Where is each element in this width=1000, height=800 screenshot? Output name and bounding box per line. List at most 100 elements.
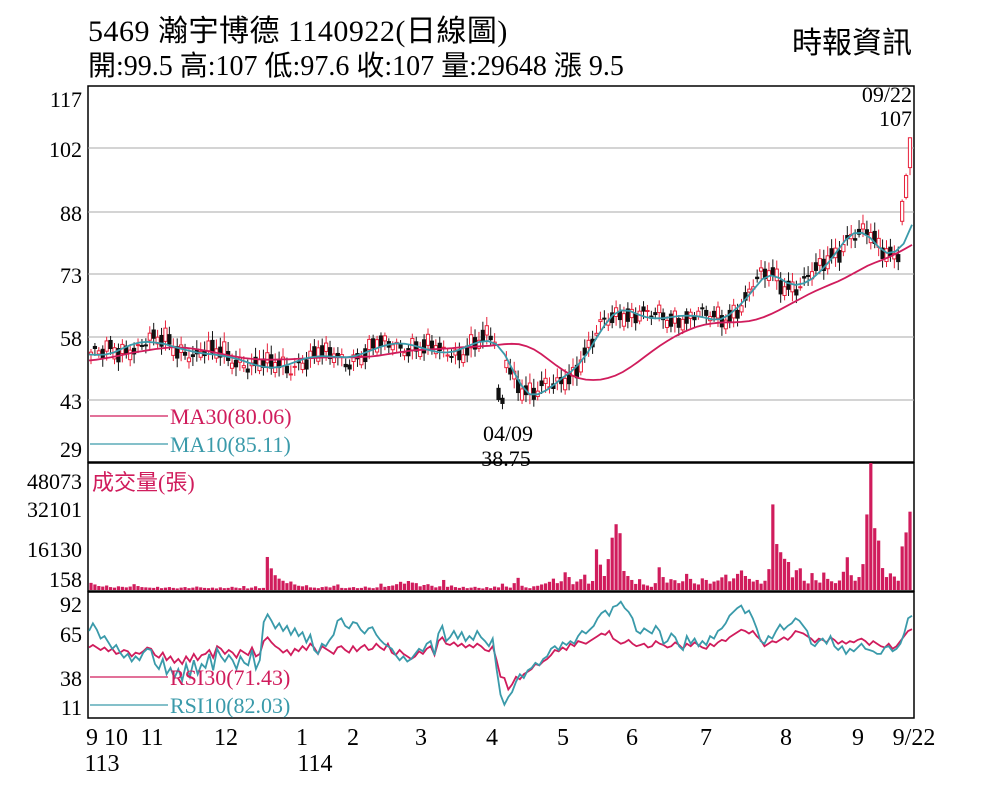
volume-bar bbox=[590, 581, 595, 590]
candle-body bbox=[288, 373, 293, 376]
volume-bar bbox=[445, 586, 450, 590]
x-tick-label: 3 bbox=[415, 725, 427, 751]
candle-body bbox=[625, 308, 630, 322]
candle-body bbox=[758, 267, 764, 272]
volume-bar bbox=[379, 583, 383, 590]
candle-body bbox=[449, 355, 454, 358]
volume-bar bbox=[144, 587, 148, 590]
candle-body bbox=[284, 365, 290, 374]
volume-title: 成交量(張) bbox=[92, 470, 195, 495]
volume-bar bbox=[735, 573, 740, 590]
volume-bar bbox=[692, 583, 697, 590]
volume-bar bbox=[101, 586, 105, 590]
candle-body bbox=[359, 355, 364, 366]
volume-bar bbox=[696, 584, 700, 590]
volume-bar bbox=[845, 557, 849, 590]
volume-bar bbox=[179, 587, 183, 590]
source-label: 時報資訊 bbox=[792, 27, 912, 60]
legend-label: RSI30(71.43) bbox=[170, 665, 290, 690]
volume-bar bbox=[657, 567, 661, 590]
volume-panel bbox=[87, 462, 915, 592]
candle-body bbox=[300, 362, 305, 370]
volume-bar bbox=[242, 586, 246, 590]
volume-bar bbox=[908, 511, 912, 590]
volume-bar bbox=[700, 578, 704, 590]
candle-body bbox=[813, 262, 819, 271]
volume-bar bbox=[246, 588, 250, 590]
volume-bar bbox=[348, 587, 352, 590]
low-value-label: 38.75 bbox=[481, 446, 531, 471]
volume-bar bbox=[634, 583, 638, 590]
volume-bar bbox=[837, 580, 842, 590]
volume-bar bbox=[226, 587, 230, 590]
volume-bar bbox=[485, 587, 489, 590]
x-tick-label: 10 bbox=[104, 725, 128, 751]
candle-body bbox=[324, 342, 329, 352]
volume-bar bbox=[669, 579, 673, 590]
volume-bar bbox=[547, 581, 552, 590]
x-tick-label: 4 bbox=[486, 725, 498, 751]
candle-body bbox=[806, 274, 811, 277]
volume-bar bbox=[175, 588, 179, 590]
volume-bar bbox=[892, 576, 896, 590]
volume-bar bbox=[763, 580, 767, 590]
x-tick-label: 8 bbox=[780, 725, 792, 751]
x-tick-label: 5 bbox=[557, 725, 569, 751]
x-tick-label: 12 bbox=[214, 725, 238, 751]
volume-bar bbox=[790, 577, 795, 590]
volume-bar bbox=[555, 583, 559, 590]
volume-bar bbox=[465, 588, 469, 590]
candle-body bbox=[602, 317, 607, 320]
volume-bar bbox=[508, 587, 512, 590]
volume-bar bbox=[124, 587, 128, 590]
volume-bar bbox=[457, 587, 461, 590]
volume-bar bbox=[849, 575, 853, 590]
volume-bar bbox=[504, 586, 508, 590]
volume-bar bbox=[516, 577, 520, 590]
volume-bar bbox=[402, 583, 407, 590]
candle-body bbox=[351, 354, 356, 363]
candle-body bbox=[292, 365, 297, 368]
candle-body bbox=[488, 335, 493, 341]
candle-body bbox=[151, 329, 156, 339]
candle-body bbox=[504, 359, 509, 369]
candle-body bbox=[719, 315, 725, 328]
volume-bar bbox=[253, 586, 258, 590]
volume-bar bbox=[857, 577, 861, 590]
candle-body bbox=[715, 306, 721, 319]
volume-bar bbox=[430, 585, 434, 590]
x-tick-label: 9/22 bbox=[893, 725, 936, 751]
volume-bar bbox=[359, 587, 363, 590]
volume-bar bbox=[579, 579, 583, 590]
candle-body bbox=[484, 325, 489, 336]
candle-body bbox=[147, 332, 152, 341]
candle-body bbox=[218, 346, 223, 358]
candle-body bbox=[222, 341, 227, 356]
volume-bar bbox=[500, 583, 505, 590]
volume-bar bbox=[210, 587, 215, 590]
volume-bar bbox=[206, 588, 211, 590]
candle-body bbox=[143, 344, 148, 347]
candle-body bbox=[265, 352, 270, 364]
candle-body bbox=[586, 339, 591, 348]
candle-body bbox=[241, 365, 246, 369]
candle-body bbox=[723, 319, 728, 330]
volume-bar bbox=[732, 578, 736, 590]
volume-bar bbox=[575, 581, 579, 590]
volume-bar bbox=[771, 504, 775, 590]
candle-body bbox=[778, 280, 783, 295]
candle-body bbox=[96, 350, 101, 355]
candle-body bbox=[837, 250, 842, 263]
candle-body bbox=[206, 340, 211, 352]
volume-bar bbox=[473, 586, 477, 590]
volume-tick-label: 16130 bbox=[27, 537, 82, 562]
volume-bar bbox=[426, 584, 430, 590]
volume-bar bbox=[140, 587, 144, 590]
candle-body bbox=[229, 362, 235, 369]
volume-bar bbox=[199, 587, 203, 590]
volume-bar bbox=[524, 587, 528, 590]
volume-bar bbox=[312, 587, 316, 590]
volume-bar bbox=[708, 583, 712, 590]
candle-body bbox=[578, 359, 583, 373]
volume-bar bbox=[767, 569, 771, 590]
